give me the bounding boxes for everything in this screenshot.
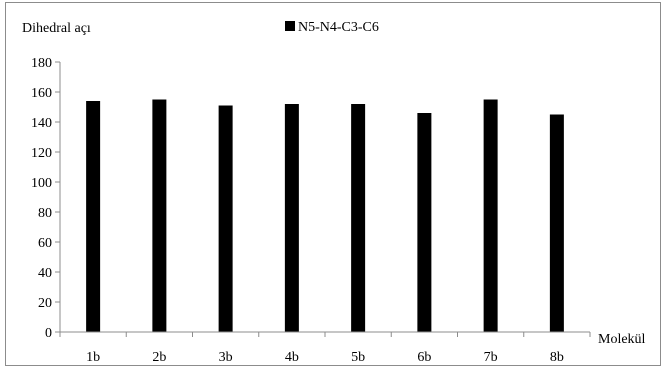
x-tick-label: 2b <box>152 350 166 365</box>
legend: N5-N4-C3-C6 <box>285 20 379 35</box>
y-tick-label: 20 <box>38 296 52 311</box>
bar-5b <box>351 104 366 332</box>
y-tick-label: 160 <box>31 86 52 101</box>
y-tick-label: 180 <box>31 56 52 71</box>
legend-label: N5-N4-C3-C6 <box>298 20 379 35</box>
y-tick-label: 100 <box>31 176 52 191</box>
y-tick-label: 140 <box>31 116 52 131</box>
bar-6b <box>417 113 432 332</box>
x-tick-label: 6b <box>417 350 431 365</box>
x-tick-label: 7b <box>484 350 498 365</box>
x-tick-label: 5b <box>351 350 365 365</box>
bar-8b <box>549 114 564 332</box>
y-tick-label: 80 <box>38 206 52 221</box>
x-tick-label: 3b <box>219 350 233 365</box>
bar-2b <box>152 99 167 332</box>
bar-4b <box>284 104 299 332</box>
x-tick-label: 8b <box>550 350 564 365</box>
bar-7b <box>483 99 498 332</box>
bar-3b <box>218 105 233 332</box>
legend-swatch <box>285 21 295 31</box>
y-axis-label: Dihedral açı <box>22 21 91 36</box>
y-tick-label: 120 <box>31 146 52 161</box>
x-axis-label: Molekül <box>598 332 646 347</box>
y-tick-label: 0 <box>45 326 52 341</box>
bar-1b <box>86 101 101 332</box>
x-tick-label: 1b <box>86 350 100 365</box>
x-tick-label: 4b <box>285 350 299 365</box>
y-tick-label: 60 <box>38 236 52 251</box>
y-tick-label: 40 <box>38 266 52 281</box>
